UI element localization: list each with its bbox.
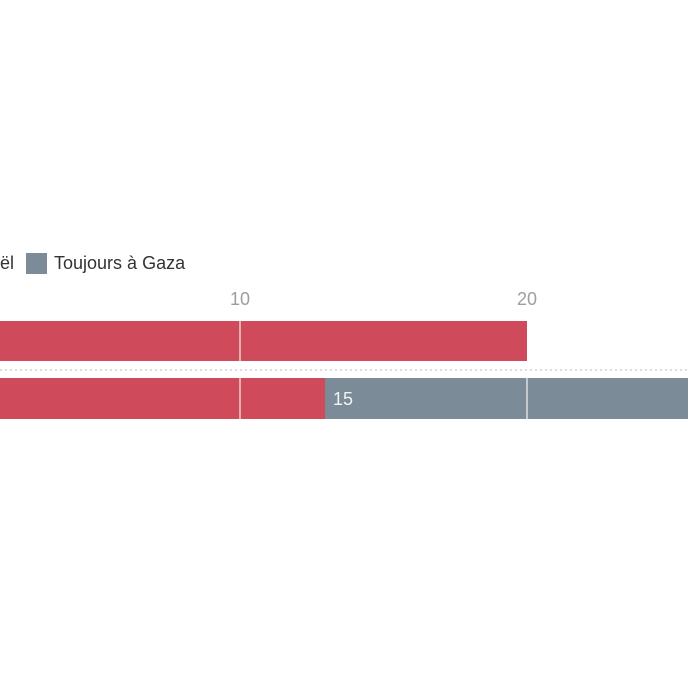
bar-row1-series1-segment: [0, 321, 527, 361]
row-separator-dotted-line: [0, 369, 688, 371]
bar-row2: 15: [0, 378, 688, 419]
bar-row2-series2-value-label: 15: [333, 388, 354, 409]
x-axis-tick-label-10: 10: [229, 289, 251, 309]
gridline-20-over-row2: [526, 378, 528, 419]
legend-label-toujours-a-gaza: Toujours à Gaza: [54, 253, 186, 273]
legend-label-series1-truncated: ël: [0, 253, 15, 273]
bar-row2-series2-segment: 15: [325, 378, 688, 419]
bar-row2-series1-segment: [0, 378, 325, 419]
chart-legend: ël Toujours à Gaza: [0, 252, 185, 274]
legend-swatch-toujours-a-gaza: [26, 252, 48, 274]
gridline-10-over-row2: [239, 378, 241, 419]
x-axis-tick-label-20: 20: [516, 289, 538, 309]
gridline-10-over-row1: [239, 321, 241, 361]
